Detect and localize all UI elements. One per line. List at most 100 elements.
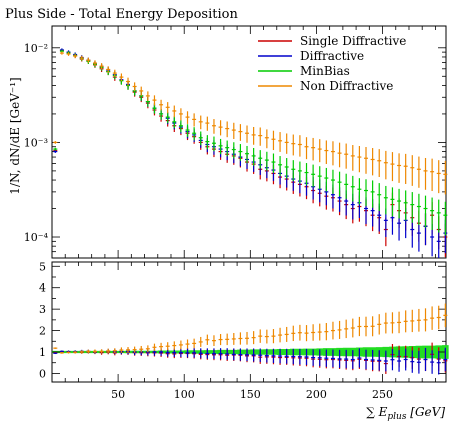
data-point xyxy=(297,135,302,157)
ratio-point xyxy=(231,332,236,345)
data-point xyxy=(370,180,375,208)
data-point xyxy=(324,140,329,165)
ratio-point xyxy=(410,309,415,333)
data-point xyxy=(225,121,230,138)
ratio-point xyxy=(192,348,197,358)
ratio-point xyxy=(403,348,408,371)
ratio-point xyxy=(370,316,375,337)
ratio-point xyxy=(416,308,421,332)
x-title-subscript: plus xyxy=(387,412,406,422)
ratio-point xyxy=(86,349,91,354)
ratio-point xyxy=(66,351,71,354)
data-point xyxy=(397,153,402,183)
ratio-point xyxy=(430,306,435,330)
data-point xyxy=(86,57,91,63)
data-point xyxy=(192,127,197,141)
data-point xyxy=(139,86,144,96)
ratio-point xyxy=(251,331,256,345)
data-point xyxy=(205,135,210,150)
ratio-point xyxy=(99,349,104,354)
ratio-point xyxy=(238,332,243,345)
data-point xyxy=(271,153,276,173)
data-point xyxy=(66,52,71,56)
ratio-point xyxy=(357,348,362,368)
ratio-point xyxy=(297,324,302,341)
data-point xyxy=(271,130,276,151)
ratio-point xyxy=(350,350,355,369)
legend-item: Single Diffractive xyxy=(258,34,406,48)
ratio-point xyxy=(311,349,316,366)
data-point xyxy=(159,108,164,120)
x-tick-label: 200 xyxy=(306,388,327,401)
data-point xyxy=(218,138,223,155)
data-point xyxy=(403,153,408,184)
data-point xyxy=(278,132,283,152)
ratio-point xyxy=(178,348,183,358)
data-point xyxy=(53,147,58,151)
ratio-point xyxy=(304,348,309,365)
main-y-tick-label: 10⁻³ xyxy=(24,136,48,149)
data-point xyxy=(344,143,349,169)
data-point xyxy=(291,160,296,182)
ratio-point xyxy=(291,348,296,365)
data-point xyxy=(350,145,355,171)
main-y-axis-title: 1/N, dN/dE [GeV⁻¹] xyxy=(8,77,22,194)
ratio-point xyxy=(152,343,157,351)
data-point xyxy=(53,150,58,153)
minbias-ratio-band xyxy=(52,345,449,359)
ratio-y-tick-label: 3 xyxy=(39,303,46,316)
data-point xyxy=(436,199,441,233)
data-point xyxy=(264,151,269,171)
ratio-point xyxy=(403,310,408,333)
ratio-point xyxy=(284,326,289,342)
data-point xyxy=(53,141,58,144)
ratio-point xyxy=(112,348,117,354)
x-title-variable: E xyxy=(378,405,388,419)
data-point xyxy=(397,188,402,219)
data-point xyxy=(297,161,302,183)
data-point xyxy=(172,116,177,129)
data-point xyxy=(238,144,243,161)
data-point xyxy=(423,157,428,190)
ratio-point xyxy=(53,352,58,355)
data-point xyxy=(430,158,435,192)
ratio-point xyxy=(423,308,428,332)
data-point xyxy=(225,140,230,157)
ratio-point xyxy=(59,351,64,354)
ratio-point xyxy=(231,348,236,361)
ratio-point xyxy=(304,325,309,342)
ratio-point xyxy=(284,348,289,364)
ratio-point xyxy=(364,349,368,370)
legend-item: Diffractive xyxy=(258,49,364,63)
ratio-point xyxy=(198,348,203,359)
data-point xyxy=(178,120,183,133)
data-point xyxy=(198,131,203,146)
ratio-panel: 0 1 2 3 4 5 50 100 150 200 250 xyxy=(39,260,449,401)
data-point xyxy=(126,77,131,86)
series-minbias xyxy=(53,49,448,236)
ratio-point xyxy=(397,311,402,334)
data-point xyxy=(185,111,190,124)
data-point xyxy=(73,53,78,59)
ratio-point xyxy=(258,329,263,343)
ratio-point xyxy=(192,338,197,349)
main-y-tick-label: 10⁻² xyxy=(24,42,48,55)
ratio-point xyxy=(330,321,335,340)
ratio-point xyxy=(423,347,428,372)
data-point xyxy=(218,120,223,136)
x-tick-label: 250 xyxy=(372,388,393,401)
data-point xyxy=(284,133,289,154)
ratio-point xyxy=(337,320,342,339)
data-point xyxy=(443,160,448,195)
ratio-point xyxy=(172,348,177,357)
data-point xyxy=(159,99,164,111)
data-point xyxy=(99,63,104,70)
x-tick-label: 100 xyxy=(174,388,195,401)
legend-label: Single Diffractive xyxy=(300,34,406,48)
main-frame xyxy=(51,25,447,259)
legend-label: MinBias xyxy=(300,64,350,78)
x-title-symbol: ∑ xyxy=(366,405,378,419)
data-point xyxy=(231,142,236,159)
data-point xyxy=(145,91,150,102)
data-point xyxy=(383,150,388,180)
